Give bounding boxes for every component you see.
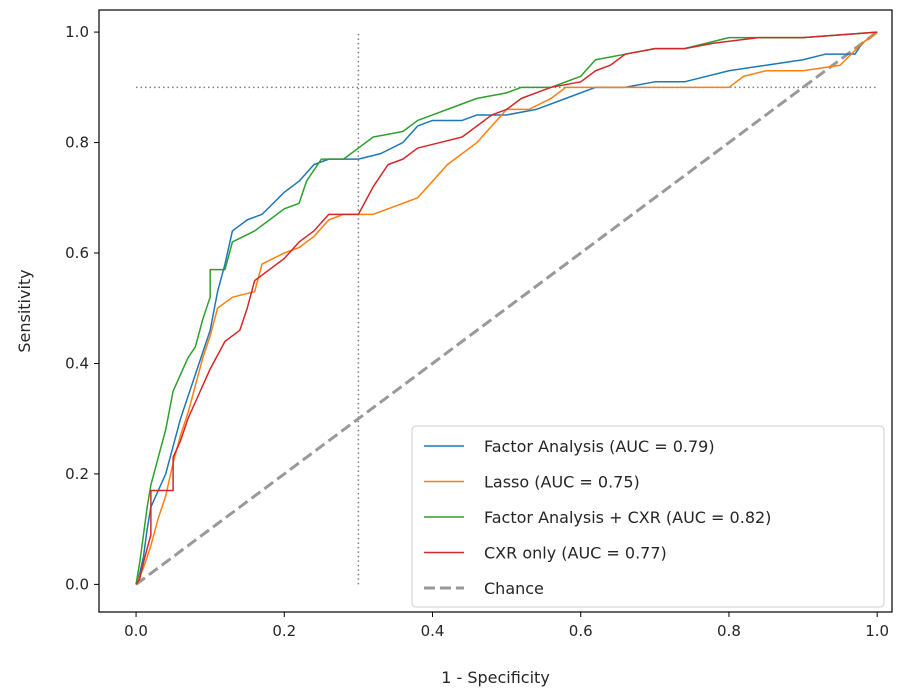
y-tick-label: 0.2 bbox=[65, 465, 89, 483]
x-tick-label: 0.4 bbox=[421, 622, 445, 640]
series-line-1 bbox=[135, 31, 878, 585]
legend-label: Chance bbox=[484, 579, 544, 598]
legend-label: Factor Analysis + CXR (AUC = 0.82) bbox=[484, 508, 771, 527]
x-axis-label: 1 - Specificity bbox=[441, 668, 550, 687]
series-line-4 bbox=[135, 30, 879, 586]
x-axis-ticks: 0.0 0.2 0.4 0.6 0.8 1.0 bbox=[124, 612, 889, 640]
y-tick-label: 0.4 bbox=[65, 354, 89, 372]
series-layer bbox=[135, 30, 879, 586]
legend-box bbox=[411, 425, 885, 608]
legend-label: Factor Analysis (AUC = 0.79) bbox=[484, 437, 715, 456]
x-tick-label: 0.2 bbox=[272, 622, 296, 640]
y-tick-label: 0.6 bbox=[65, 244, 89, 262]
y-axis-ticks: 0.0 0.2 0.4 0.6 0.8 1.0 bbox=[65, 23, 99, 593]
plot-frame bbox=[98, 9, 893, 613]
x-tick-label: 0.0 bbox=[124, 622, 148, 640]
y-axis-label: Sensitivity bbox=[15, 269, 34, 352]
legend-label: Lasso (AUC = 0.75) bbox=[484, 473, 640, 492]
x-tick-label: 1.0 bbox=[865, 622, 889, 640]
legend-label: CXR only (AUC = 0.77) bbox=[484, 544, 667, 563]
y-tick-label: 0.8 bbox=[65, 134, 89, 152]
legend: Factor Analysis (AUC = 0.79) Lasso (AUC =… bbox=[411, 425, 885, 608]
y-tick-label: 0.0 bbox=[65, 575, 89, 593]
x-tick-label: 0.6 bbox=[569, 622, 593, 640]
reference-lines bbox=[136, 32, 878, 585]
y-tick-label: 1.0 bbox=[65, 23, 89, 41]
x-tick-label: 0.8 bbox=[717, 622, 741, 640]
series-line-3 bbox=[135, 31, 878, 585]
series-line-2 bbox=[135, 31, 878, 585]
